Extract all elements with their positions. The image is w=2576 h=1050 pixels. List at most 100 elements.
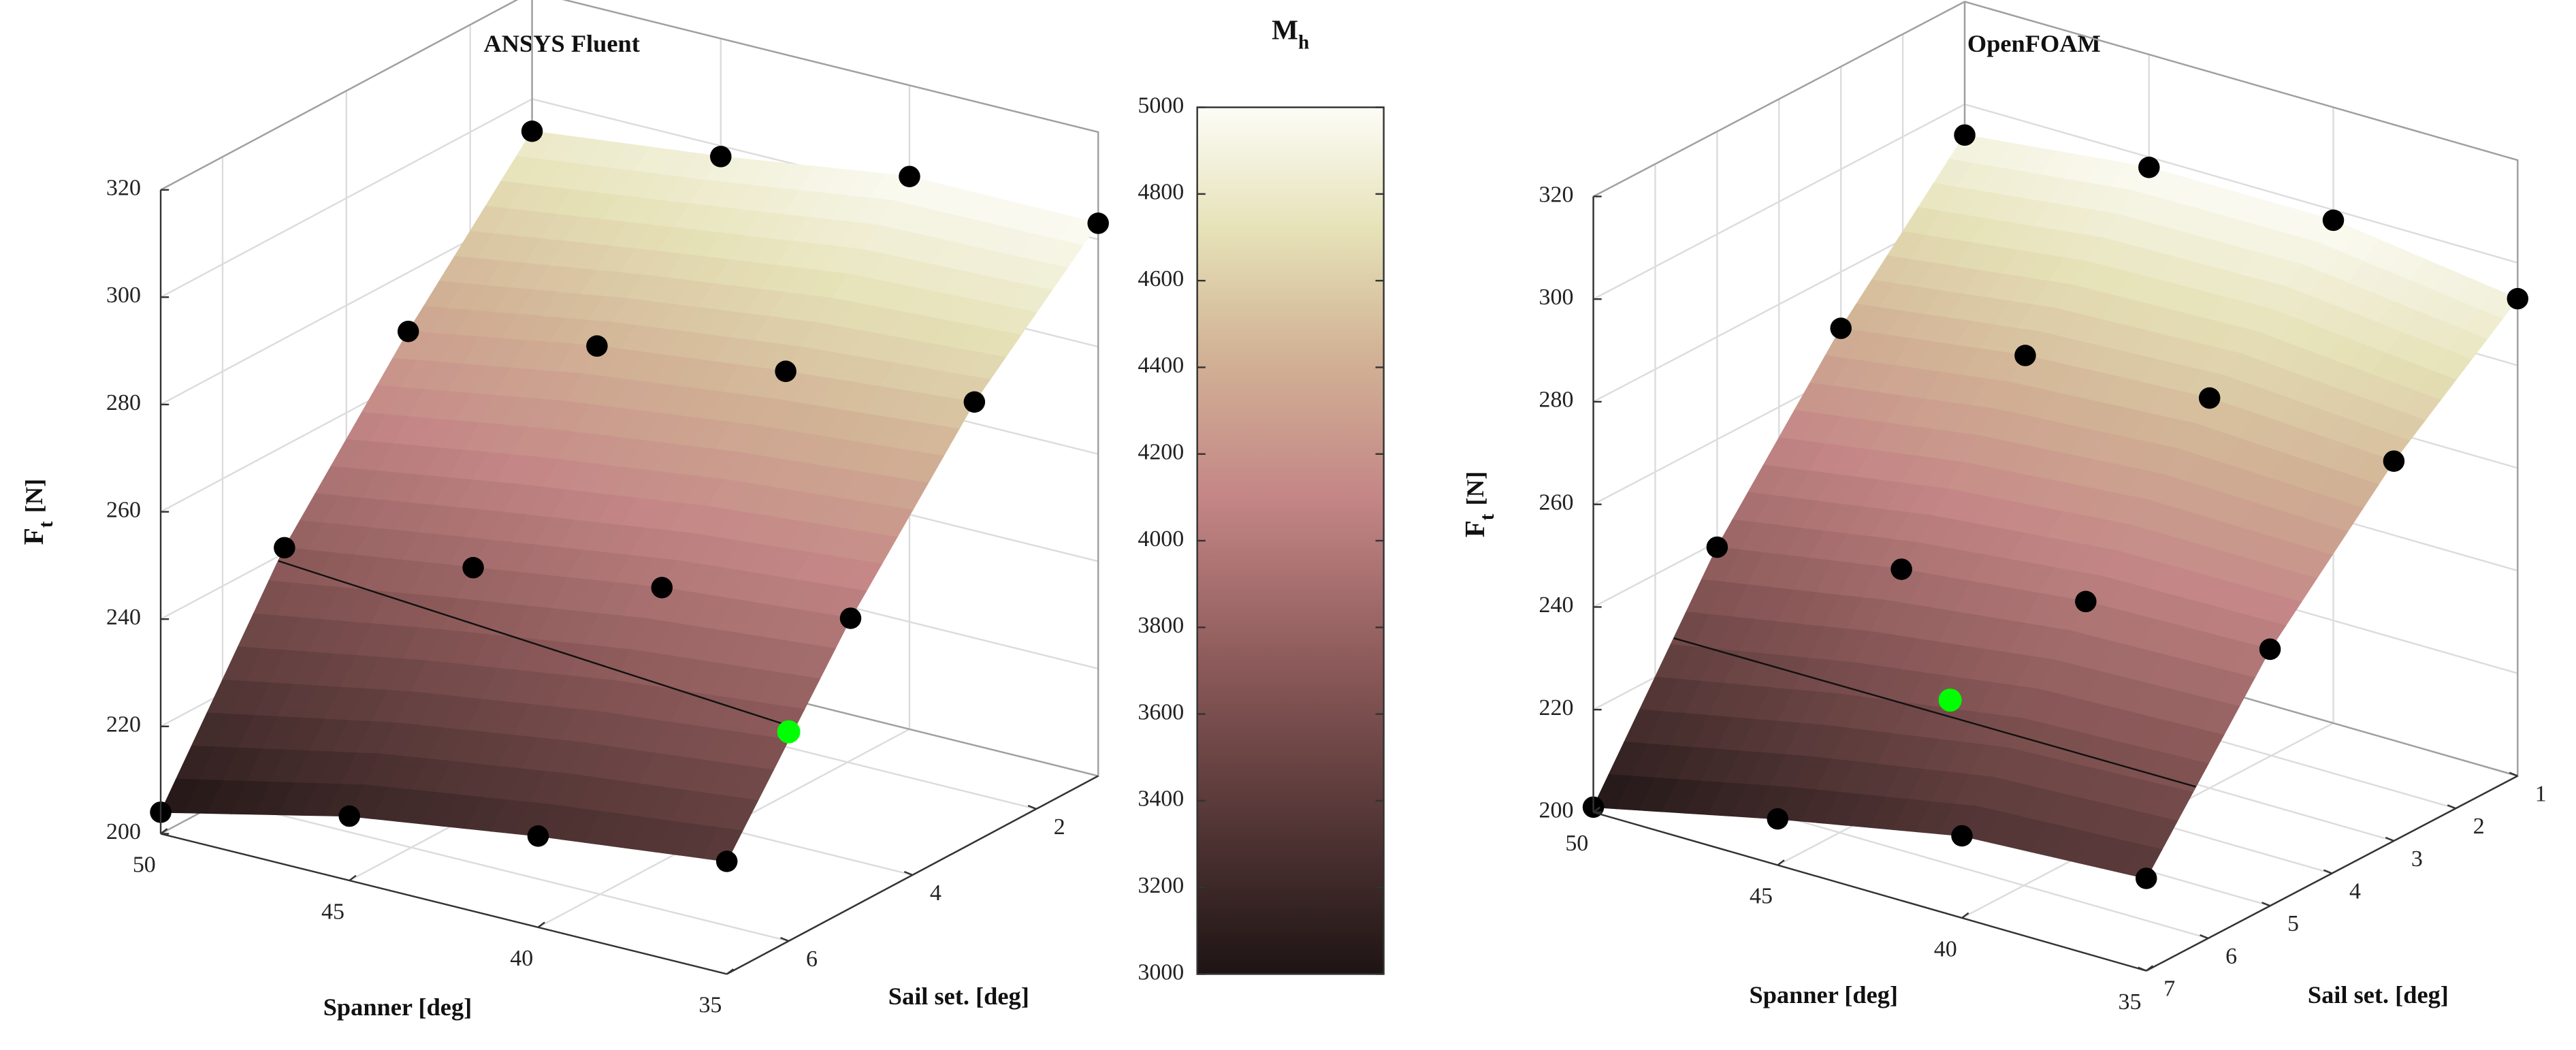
y-tick-label: 2	[2473, 814, 2485, 839]
y-tick	[2261, 902, 2271, 907]
data-point	[1830, 317, 1852, 339]
x-tick	[2146, 965, 2154, 972]
z-tick-label: 300	[106, 283, 141, 308]
label-sub: t	[35, 521, 57, 528]
x-tick-label: 35	[2119, 989, 2142, 1015]
y-tick-label: 6	[2225, 944, 2237, 969]
y-tick	[2385, 836, 2394, 842]
x-tick	[349, 874, 357, 882]
y-tick-label: 5	[2287, 911, 2299, 936]
label-sub: t	[1476, 513, 1498, 520]
data-point	[462, 556, 484, 579]
data-point	[586, 335, 608, 357]
z-tick-label: 280	[106, 390, 141, 415]
colorbar-tick-label: 3200	[1138, 873, 1184, 898]
y-tick-label: 7	[2163, 976, 2175, 1001]
x-tick-label: 45	[1750, 884, 1773, 909]
colorbar-tick-label: 4600	[1138, 266, 1184, 291]
colorbar-tick-label: 4200	[1138, 440, 1184, 465]
y-tick	[2323, 869, 2332, 874]
label-unit: [N]	[21, 479, 48, 513]
y-tick-label: 2	[1054, 814, 1065, 840]
z-tick-label: 240	[106, 605, 141, 630]
y-axis-label: Sail set. [deg]	[2308, 981, 2449, 1008]
highlight-point	[777, 720, 801, 744]
z-tick-label: 300	[1539, 285, 1574, 310]
x-tick	[726, 968, 735, 975]
data-point	[1767, 808, 1789, 830]
x-tick	[1777, 859, 1785, 866]
z-tick-label: 260	[106, 497, 141, 522]
colorbar-tick-label: 4400	[1138, 353, 1184, 378]
axis-label: Ft [N]	[1459, 471, 1498, 537]
label-unit: [N]	[1462, 471, 1489, 505]
z-tick-label: 200	[1539, 798, 1574, 823]
axis-label: Mh	[1272, 14, 1309, 53]
y-tick-label: 3	[2411, 846, 2423, 872]
z-tick-label: 320	[1539, 182, 1574, 207]
data-point	[2198, 387, 2221, 409]
z-tick-label: 260	[1539, 490, 1574, 515]
data-point	[2383, 450, 2405, 472]
label-main: F	[1459, 520, 1490, 537]
y-tick-label: 6	[806, 946, 818, 972]
data-point	[274, 537, 295, 559]
data-point	[338, 805, 361, 827]
colorbar-tick-label: 3000	[1138, 959, 1184, 985]
data-point	[651, 577, 673, 599]
y-tick-label: 1	[2535, 781, 2547, 806]
highlight-point	[1938, 688, 1962, 712]
data-point	[1951, 825, 1973, 847]
colorbar-tick-label: 3600	[1138, 699, 1184, 725]
colorbar-tick-label: 4000	[1138, 526, 1184, 552]
data-point	[715, 850, 738, 872]
data-point	[2075, 590, 2097, 613]
x-axis	[160, 833, 727, 975]
data-point	[839, 607, 862, 629]
z-tick-label: 200	[106, 819, 141, 844]
x-axis-label: Spanner [deg]	[323, 993, 472, 1021]
colorbar-tick-label: 3800	[1138, 613, 1184, 638]
x-axis-label: Spanner [deg]	[1749, 981, 1898, 1008]
data-point	[2135, 868, 2157, 889]
data-point	[2507, 287, 2529, 310]
y-tick	[1027, 805, 1037, 810]
y-tick-label: 4	[2349, 878, 2361, 904]
x-tick-label: 40	[510, 946, 533, 971]
x-axis	[1593, 811, 2147, 972]
contour-line	[278, 560, 796, 729]
data-point	[710, 146, 732, 168]
x-tick-label: 50	[1565, 831, 1588, 856]
z-tick-label: 220	[106, 712, 141, 737]
data-point	[963, 391, 986, 413]
colorbar-tick-label: 5000	[1138, 93, 1184, 118]
data-point	[397, 320, 419, 343]
data-point	[527, 825, 549, 847]
y-tick	[2447, 804, 2456, 810]
data-point	[2322, 209, 2345, 232]
z-tick-label: 220	[1539, 695, 1574, 720]
data-point	[2138, 157, 2160, 178]
data-point	[1706, 536, 1728, 558]
y-tick	[2509, 771, 2518, 777]
colorbar	[1196, 106, 1385, 975]
data-point	[1890, 558, 1912, 580]
label-sub: h	[1298, 31, 1309, 53]
x-tick-label: 45	[321, 899, 344, 924]
contour-line	[1673, 637, 2196, 788]
z-tick-label: 240	[1539, 592, 1574, 618]
z-tick-label: 280	[1539, 387, 1574, 413]
x-tick	[1592, 806, 1600, 813]
y-axis-label: Sail set. [deg]	[888, 983, 1029, 1010]
data-point	[775, 360, 796, 383]
x-tick-label: 50	[133, 853, 156, 878]
x-tick-label: 35	[698, 993, 722, 1018]
x-tick-label: 40	[1934, 936, 1957, 961]
data-point	[1087, 212, 1109, 234]
x-tick	[537, 921, 545, 928]
data-point	[899, 165, 920, 187]
y-tick	[2200, 934, 2209, 940]
y-tick	[2138, 966, 2147, 972]
